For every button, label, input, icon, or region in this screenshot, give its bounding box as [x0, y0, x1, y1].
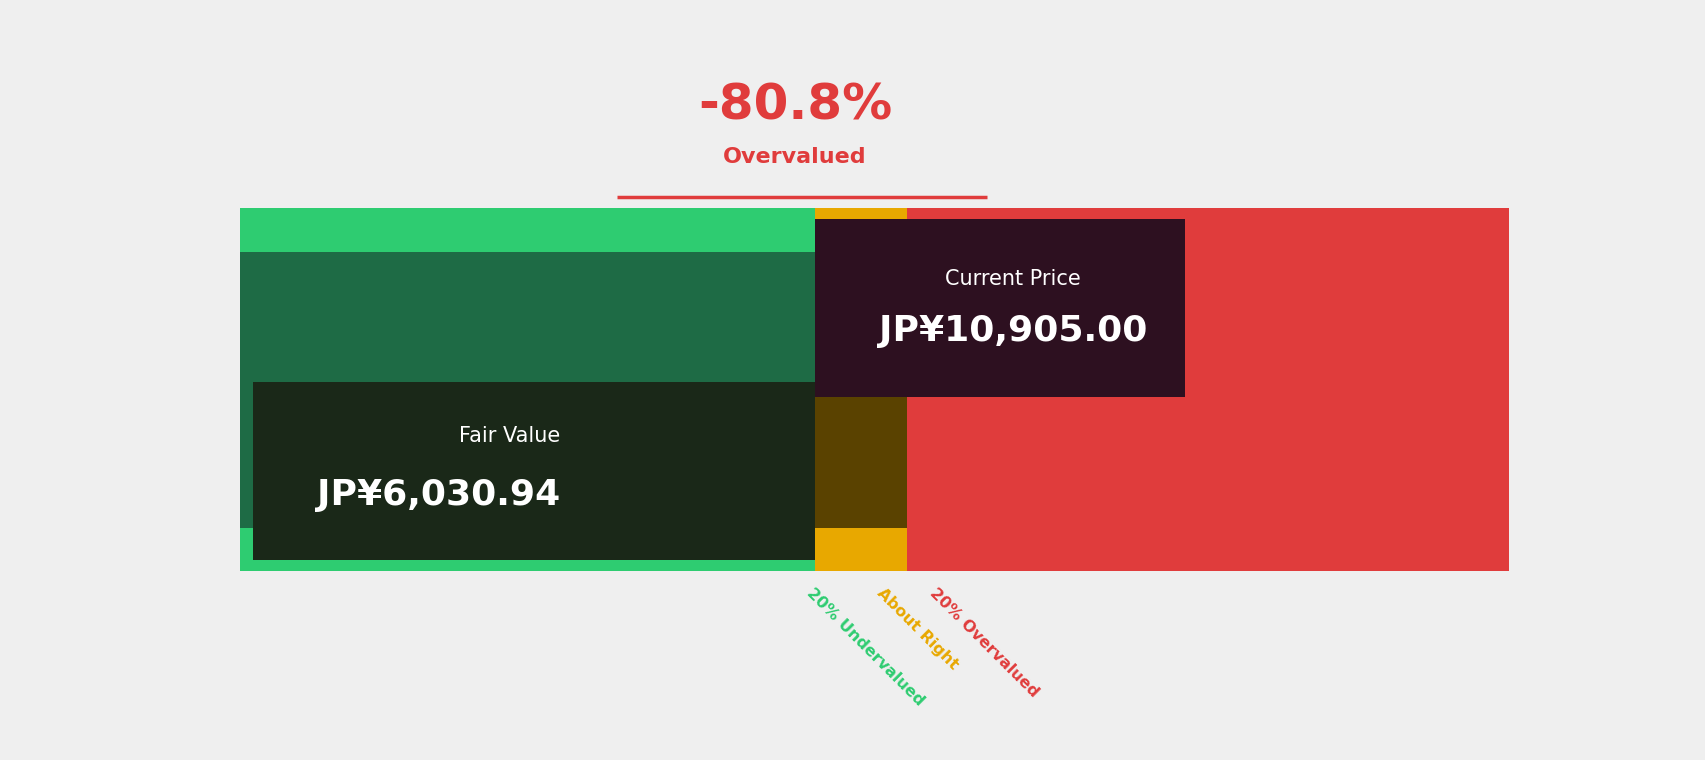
Bar: [239, 252, 815, 527]
Bar: [239, 527, 815, 571]
Text: Current Price: Current Price: [945, 269, 1081, 289]
Text: JP¥6,030.94: JP¥6,030.94: [317, 478, 559, 511]
Text: Overvalued: Overvalued: [723, 147, 866, 167]
Bar: [815, 219, 1185, 397]
Bar: [252, 382, 815, 560]
Bar: [815, 208, 907, 252]
Bar: [239, 208, 815, 252]
Bar: [815, 252, 907, 527]
Text: 20% Undervalued: 20% Undervalued: [803, 586, 928, 709]
Text: -80.8%: -80.8%: [697, 81, 892, 129]
Text: About Right: About Right: [873, 586, 962, 673]
Bar: [815, 527, 907, 571]
Text: 20% Overvalued: 20% Overvalued: [926, 586, 1042, 700]
Text: Fair Value: Fair Value: [459, 426, 559, 446]
Bar: [907, 208, 1509, 571]
Text: JP¥10,905.00: JP¥10,905.00: [878, 315, 1147, 348]
